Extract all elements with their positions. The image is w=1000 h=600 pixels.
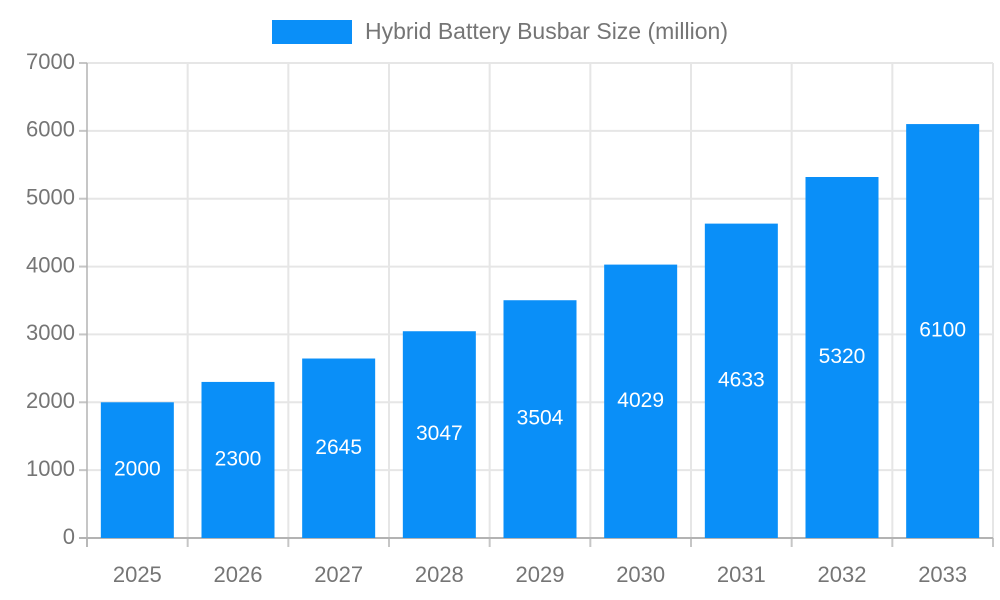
bar-value-label: 2645 <box>315 436 362 459</box>
x-axis-tick-label: 2027 <box>314 562 363 587</box>
legend-swatch <box>271 19 352 44</box>
y-axis-tick-label: 7000 <box>26 49 75 74</box>
bar-2026[interactable] <box>201 381 275 538</box>
legend-label: Hybrid Battery Busbar Size (million) <box>364 18 728 44</box>
x-axis-tick-label: 2032 <box>818 562 867 587</box>
bar-2028[interactable] <box>402 331 476 538</box>
chart-legend[interactable]: Hybrid Battery Busbar Size (million) <box>0 18 1000 45</box>
y-axis-tick-label: 1000 <box>26 456 75 481</box>
bar-2033[interactable] <box>906 124 980 539</box>
bar-value-label: 4633 <box>718 368 765 391</box>
bar-2030[interactable] <box>604 264 678 538</box>
bar-2031[interactable] <box>704 223 778 538</box>
bar-2032[interactable] <box>805 177 879 538</box>
x-axis-tick-label: 2025 <box>113 562 162 587</box>
bar-2027[interactable] <box>302 358 376 538</box>
x-axis-tick-label: 2026 <box>214 562 263 587</box>
bar-value-label: 2000 <box>114 458 161 481</box>
x-axis-tick-label: 2030 <box>616 562 665 587</box>
y-axis-tick-label: 6000 <box>26 117 75 142</box>
y-axis-tick-label: 2000 <box>26 388 75 413</box>
y-axis-tick-label: 0 <box>63 524 75 549</box>
y-axis-tick-label: 5000 <box>26 185 75 210</box>
x-axis-tick-label: 2029 <box>516 562 565 587</box>
x-axis-tick-label: 2028 <box>415 562 464 587</box>
y-axis-tick-label: 3000 <box>26 320 75 345</box>
bar-value-label: 3504 <box>517 407 564 430</box>
bar-2029[interactable] <box>503 300 577 538</box>
bar-value-label: 3047 <box>416 422 463 445</box>
y-axis-tick-label: 4000 <box>26 252 75 277</box>
bar-value-label: 6100 <box>919 319 966 342</box>
bar-value-label: 2300 <box>215 448 262 471</box>
bar-value-label: 4029 <box>617 389 664 412</box>
x-axis-tick-label: 2033 <box>918 562 967 587</box>
bar-2025[interactable] <box>100 402 174 538</box>
bar-value-label: 5320 <box>819 345 866 368</box>
x-axis-tick-label: 2031 <box>717 562 766 587</box>
